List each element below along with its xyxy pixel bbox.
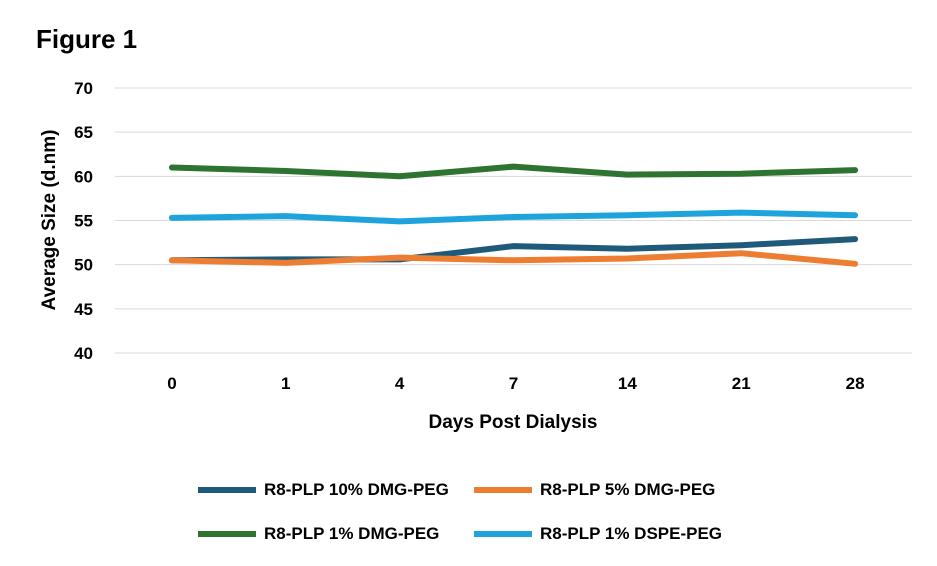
y-axis-ticks: 40 45 50 55 60 65 70 [74,79,93,363]
legend-item-r8-plp-1-dspe-peg: R8-PLP 1% DSPE-PEG [474,524,722,544]
y-tick-label: 40 [74,344,93,363]
figure-title: Figure 1 [36,24,138,54]
legend-swatch [474,531,532,537]
y-tick-label: 60 [74,167,93,186]
gridlines [115,87,912,354]
y-tick-label: 50 [74,256,93,275]
x-tick-label: 0 [167,374,176,393]
y-tick-label: 45 [74,300,93,319]
legend-swatch [198,531,256,537]
legend-swatch [198,487,256,493]
x-tick-label: 28 [846,374,865,393]
series-line-2 [168,163,859,180]
legend-label: R8-PLP 1% DSPE-PEG [540,524,723,543]
series-line-3 [168,209,859,225]
legend-swatch [474,487,532,493]
legend-item-r8-plp-1-dmg-peg: R8-PLP 1% DMG-PEG [198,524,439,544]
series-line-1 [168,250,859,267]
series-lines [168,163,859,267]
y-axis-title: Average Size (d.nm) [39,130,60,311]
y-tick-label: 55 [74,212,93,231]
x-tick-label: 7 [509,374,518,393]
legend-item-r8-plp-5-dmg-peg: R8-PLP 5% DMG-PEG [474,480,715,500]
x-axis-title: Days Post Dialysis [429,412,598,433]
x-tick-label: 21 [732,374,751,393]
x-axis-ticks: 0 1 4 7 14 21 28 [167,374,864,393]
y-tick-label: 65 [74,123,93,142]
series-line-0 [168,236,859,264]
y-tick-label: 70 [74,79,93,98]
x-tick-label: 1 [281,374,290,393]
x-tick-label: 4 [395,374,405,393]
legend-label: R8-PLP 10% DMG-PEG [264,480,449,499]
legend-label: R8-PLP 5% DMG-PEG [540,480,716,499]
legend-item-r8-plp-10-dmg-peg: R8-PLP 10% DMG-PEG [198,480,449,500]
x-tick-label: 14 [618,374,637,393]
legend-label: R8-PLP 1% DMG-PEG [264,524,440,543]
